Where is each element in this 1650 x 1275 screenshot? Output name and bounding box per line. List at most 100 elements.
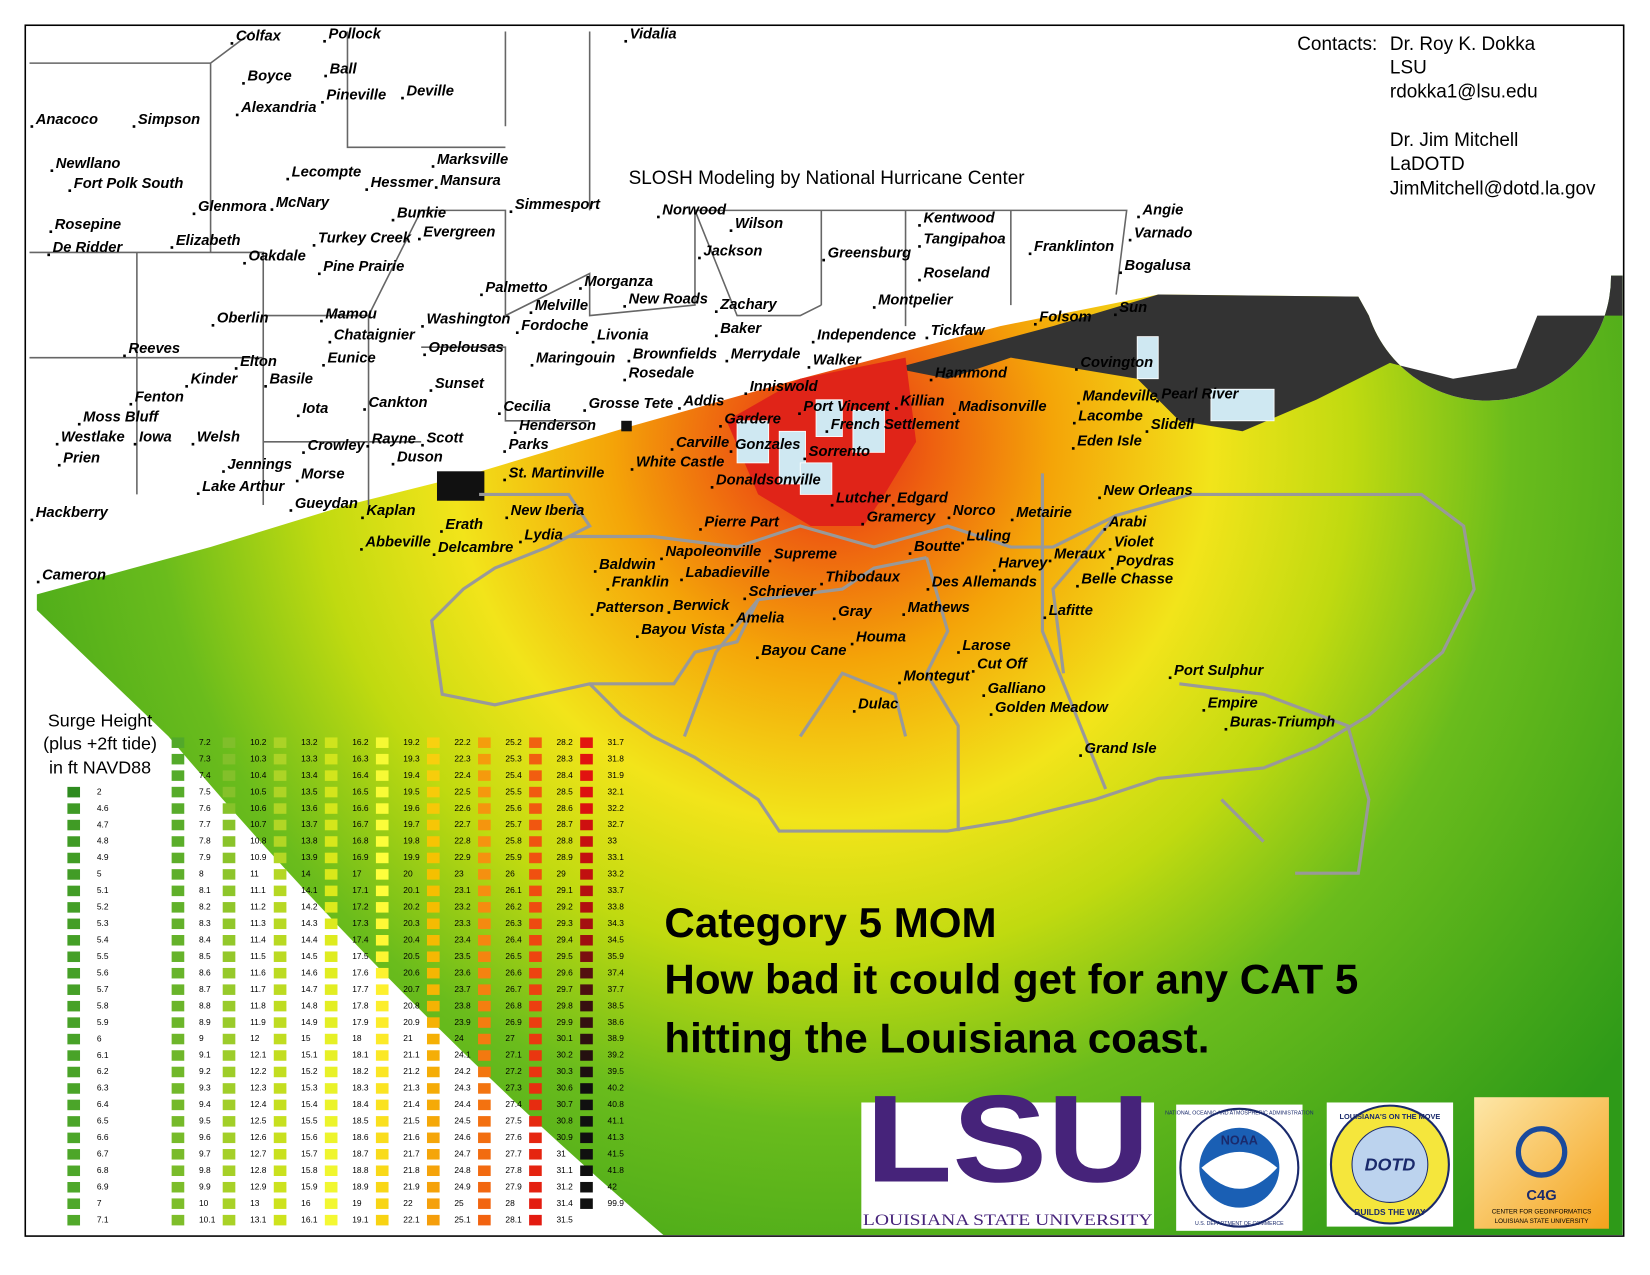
legend-value: 24 bbox=[454, 1033, 464, 1043]
dark-grid-area bbox=[895, 275, 1623, 432]
legend-value: 16.9 bbox=[352, 852, 369, 862]
title-line: Category 5 MOM bbox=[664, 899, 996, 946]
place-label: Welsh bbox=[197, 430, 240, 446]
place-label: Morse bbox=[301, 466, 344, 482]
legend-value: 8.2 bbox=[199, 902, 211, 912]
place-label: Rayne bbox=[372, 432, 416, 448]
place-dot bbox=[1034, 322, 1037, 326]
place-label: Luling bbox=[967, 528, 1011, 544]
place-label: Anacoco bbox=[35, 112, 98, 128]
legend-swatch bbox=[67, 836, 81, 847]
place-label: St. Martinville bbox=[509, 465, 605, 481]
legend-swatch bbox=[324, 984, 338, 995]
legend-swatch bbox=[222, 1181, 236, 1193]
legend-swatch bbox=[324, 852, 338, 864]
legend-value: 15.7 bbox=[301, 1149, 318, 1159]
place-dot bbox=[530, 363, 534, 367]
legend-swatch bbox=[222, 852, 236, 864]
slosh-credit: SLOSH Modeling by National Hurricane Cen… bbox=[629, 168, 1025, 189]
place-dot bbox=[365, 188, 369, 191]
legend-value: 21.7 bbox=[403, 1149, 420, 1159]
legend-value: 22.8 bbox=[454, 836, 471, 846]
legend-value: 18.1 bbox=[352, 1050, 369, 1060]
legend-swatch bbox=[478, 1116, 491, 1127]
legend-swatch bbox=[67, 1198, 81, 1209]
legend-value: 23.8 bbox=[454, 1000, 471, 1010]
legend-value: 20.7 bbox=[403, 984, 420, 994]
legend-value: 12.8 bbox=[250, 1165, 267, 1175]
legend-value: 17.3 bbox=[352, 918, 369, 928]
legend-value: 28.5 bbox=[556, 786, 573, 796]
place-dot bbox=[1119, 271, 1122, 275]
place-label: Slidell bbox=[1151, 417, 1195, 433]
legend-swatch bbox=[67, 902, 81, 913]
place-dot bbox=[324, 74, 327, 78]
place-dot bbox=[1028, 252, 1032, 256]
legend-swatch bbox=[171, 1099, 185, 1111]
legend-swatch bbox=[529, 803, 542, 814]
noaa-logo: NOAA National Oceanic and Atmospheric Ad… bbox=[1165, 1104, 1314, 1231]
legend-value: 20.6 bbox=[403, 967, 420, 977]
legend-value: 33.1 bbox=[608, 852, 625, 862]
place-dot bbox=[971, 670, 975, 673]
legend-swatch bbox=[222, 819, 236, 831]
legend-value: 28.4 bbox=[556, 770, 573, 780]
legend-value: 6.8 bbox=[97, 1165, 109, 1175]
legend-value: 29.4 bbox=[556, 934, 573, 944]
place-dot bbox=[132, 125, 136, 128]
place-label: Kaplan bbox=[366, 503, 415, 519]
legend-swatch bbox=[375, 984, 389, 995]
legend-swatch bbox=[222, 935, 236, 946]
legend-value: 27.1 bbox=[505, 1050, 522, 1060]
place-dot bbox=[1048, 559, 1052, 563]
legend-swatch bbox=[478, 1181, 491, 1193]
place-label: Gonzales bbox=[735, 437, 800, 453]
legend-value: 17.8 bbox=[352, 1000, 369, 1010]
place-dot bbox=[989, 713, 993, 716]
legend-swatch bbox=[580, 1181, 593, 1193]
place-dot bbox=[743, 597, 747, 601]
place-dot bbox=[270, 208, 274, 211]
legend-title-line: Surge Height bbox=[48, 710, 152, 730]
legend-value: 29.5 bbox=[556, 951, 573, 961]
legend-value: 10.6 bbox=[250, 803, 267, 813]
legend-swatch bbox=[426, 852, 440, 864]
legend-swatch bbox=[222, 1132, 236, 1144]
place-dot bbox=[123, 354, 126, 358]
legend-value: 12 bbox=[250, 1033, 260, 1043]
legend-value: 40.2 bbox=[608, 1083, 625, 1093]
place-dot bbox=[185, 385, 188, 388]
legend-value: 24.8 bbox=[454, 1165, 471, 1175]
legend-value: 11.5 bbox=[250, 951, 266, 961]
legend-swatch bbox=[478, 918, 491, 930]
legend-value: 18 bbox=[352, 1033, 362, 1043]
legend-value: 21.1 bbox=[403, 1050, 420, 1060]
place-dot bbox=[519, 540, 522, 544]
place-dot bbox=[432, 553, 436, 556]
place-dot bbox=[678, 407, 681, 410]
legend-swatch bbox=[375, 967, 389, 979]
legend-value: 99.9 bbox=[608, 1198, 625, 1208]
place-label: Elton bbox=[240, 354, 277, 370]
legend-value: 17.7 bbox=[352, 984, 369, 994]
place-label: New Roads bbox=[629, 292, 708, 308]
legend-swatch bbox=[580, 902, 593, 913]
place-label: Glenmora bbox=[198, 199, 267, 215]
legend-value: 30.6 bbox=[556, 1083, 573, 1093]
place-dot bbox=[579, 287, 582, 290]
legend-value: 29.9 bbox=[556, 1017, 573, 1027]
legend-swatch bbox=[426, 1033, 440, 1045]
legend-value: 35.9 bbox=[608, 951, 625, 961]
legend-swatch bbox=[426, 1149, 440, 1160]
legend-swatch bbox=[426, 1198, 440, 1209]
legend-value: 23.4 bbox=[454, 934, 471, 944]
legend-value: 12.1 bbox=[250, 1050, 267, 1060]
place-dot bbox=[714, 310, 718, 313]
place-label: Harvey bbox=[998, 556, 1048, 572]
place-dot bbox=[1156, 399, 1159, 403]
place-label: French Settlement bbox=[831, 417, 961, 433]
legend-swatch bbox=[375, 951, 389, 962]
legend-value: 14.4 bbox=[301, 934, 318, 944]
legend-value: 15 bbox=[301, 1033, 311, 1043]
legend-swatch bbox=[273, 786, 287, 798]
